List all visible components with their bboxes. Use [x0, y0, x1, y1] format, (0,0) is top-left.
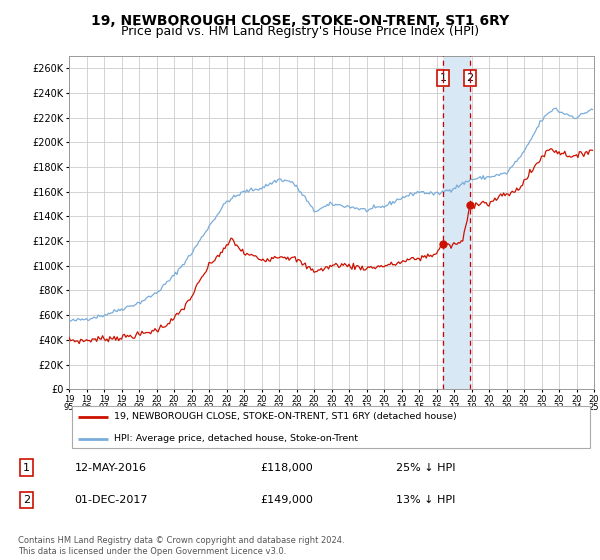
FancyBboxPatch shape	[71, 405, 590, 449]
Text: 1: 1	[23, 463, 30, 473]
Text: 01-DEC-2017: 01-DEC-2017	[74, 495, 148, 505]
Text: Price paid vs. HM Land Registry's House Price Index (HPI): Price paid vs. HM Land Registry's House …	[121, 25, 479, 38]
Text: £149,000: £149,000	[260, 495, 313, 505]
Text: £118,000: £118,000	[260, 463, 313, 473]
Text: Contains HM Land Registry data © Crown copyright and database right 2024.
This d: Contains HM Land Registry data © Crown c…	[18, 536, 344, 556]
Text: 19, NEWBOROUGH CLOSE, STOKE-ON-TRENT, ST1 6RY: 19, NEWBOROUGH CLOSE, STOKE-ON-TRENT, ST…	[91, 14, 509, 28]
Bar	[443, 56, 470, 389]
Text: HPI: Average price, detached house, Stoke-on-Trent: HPI: Average price, detached house, Stok…	[113, 435, 358, 444]
Text: 12-MAY-2016: 12-MAY-2016	[74, 463, 146, 473]
Text: 19, NEWBOROUGH CLOSE, STOKE-ON-TRENT, ST1 6RY (detached house): 19, NEWBOROUGH CLOSE, STOKE-ON-TRENT, ST…	[113, 412, 457, 421]
Text: 13% ↓ HPI: 13% ↓ HPI	[396, 495, 455, 505]
Text: 2: 2	[23, 495, 30, 505]
Text: 1: 1	[439, 73, 446, 83]
Text: 2: 2	[467, 73, 473, 83]
Text: 25% ↓ HPI: 25% ↓ HPI	[396, 463, 455, 473]
